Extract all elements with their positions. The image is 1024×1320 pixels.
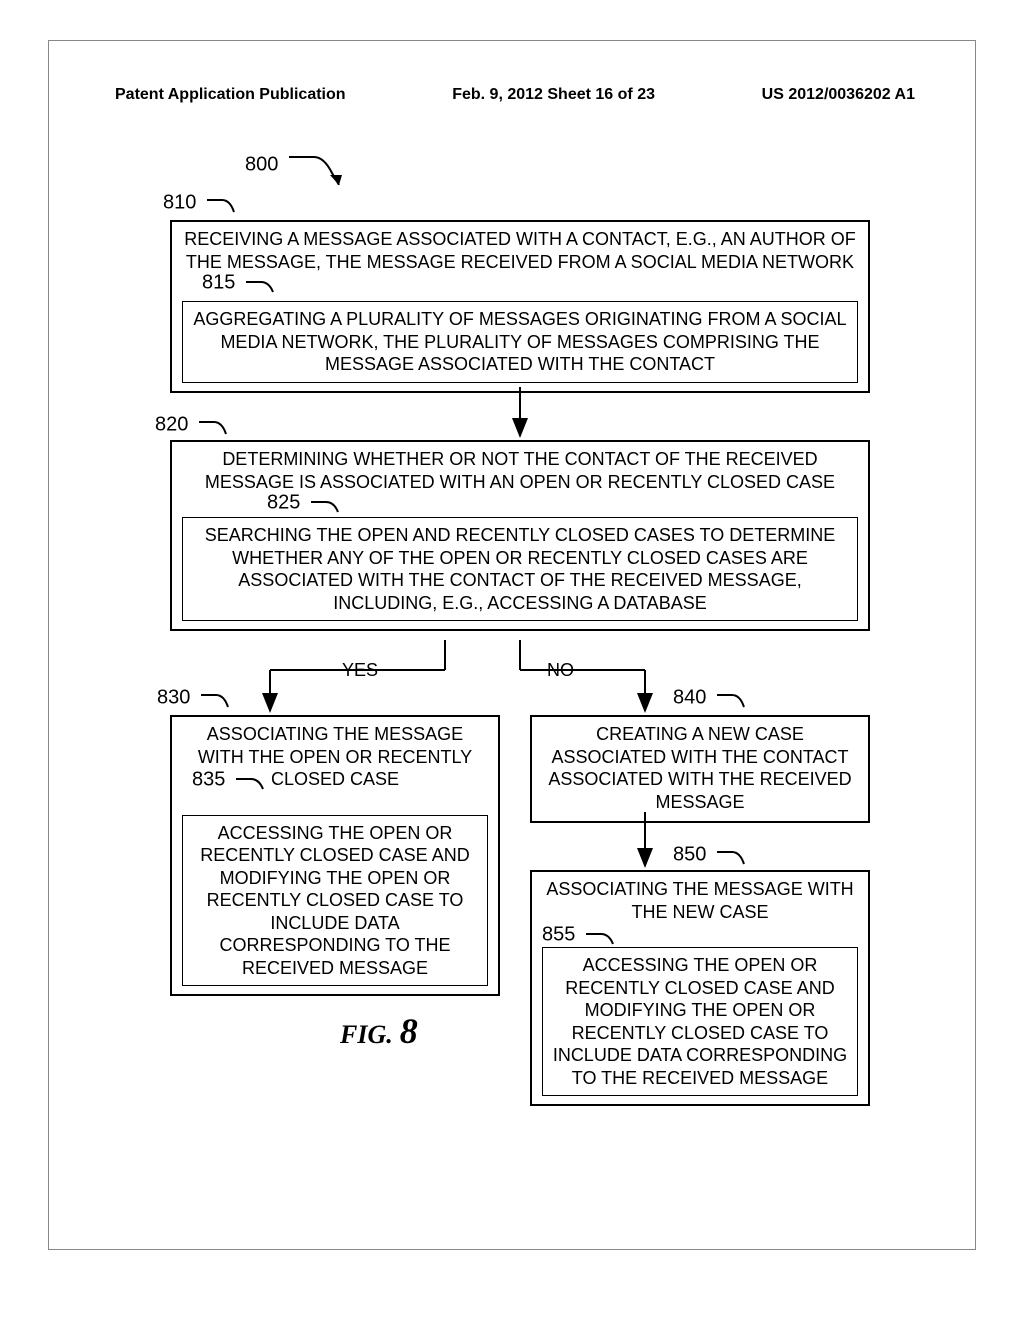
ref-hook-icon (231, 767, 271, 793)
flow-box-830: ASSOCIATING THE MESSAGE WITH THE OPEN OR… (170, 715, 500, 996)
box-815-text: AGGREGATING A PLURALITY OF MESSAGES ORIG… (182, 301, 858, 383)
page-header: Patent Application Publication Feb. 9, 2… (115, 86, 915, 104)
ref-hook-icon (712, 840, 752, 870)
ref-840-text: 840 (673, 686, 706, 708)
ref-hook-icon (306, 490, 346, 516)
ref-825-text: 825 (267, 491, 300, 513)
flow-box-810: RECEIVING A MESSAGE ASSOCIATED WITH A CO… (170, 220, 870, 393)
ref-855-text: 855 (542, 923, 575, 945)
header-right: US 2012/0036202 A1 (762, 86, 915, 104)
edge-label-yes: YES (340, 660, 380, 681)
ref-830-text: 830 (157, 686, 190, 708)
ref-850-text: 850 (673, 843, 706, 865)
ref-820-text: 820 (155, 413, 188, 435)
figure-caption: FIG. 8 (340, 1010, 418, 1052)
ref-hook-icon (241, 270, 281, 296)
header-center: Feb. 9, 2012 Sheet 16 of 23 (452, 86, 655, 104)
ref-label-840: 840 (673, 683, 752, 713)
ref-800-text: 800 (245, 153, 278, 175)
ref-hook-icon (196, 683, 236, 713)
ref-label-855: 855 (542, 922, 621, 948)
box-810-text: RECEIVING A MESSAGE ASSOCIATED WITH A CO… (182, 228, 858, 279)
ref-label-810: 810 (163, 188, 242, 218)
ref-label-835: 835 (192, 767, 271, 793)
flow-box-850: ASSOCIATING THE MESSAGE WITH THE NEW CAS… (530, 870, 870, 1106)
flowchart-diagram: 800 810 RECEIVING A MESSAGE ASSOCIATED W… (115, 140, 915, 1200)
ref-label-820: 820 (155, 410, 234, 440)
box-825-text: SEARCHING THE OPEN AND RECENTLY CLOSED C… (182, 517, 858, 621)
ref-hook-icon (194, 410, 234, 440)
ref-label-800: 800 (245, 145, 354, 185)
ref-label-825: 825 (267, 490, 346, 516)
ref-label-830: 830 (157, 683, 236, 713)
box-840-text: CREATING A NEW CASE ASSOCIATED WITH THE … (542, 723, 858, 813)
ref-label-850: 850 (673, 840, 752, 870)
ref-hook-icon (712, 683, 752, 713)
ref-810-text: 810 (163, 191, 196, 213)
ref-835-text: 835 (192, 768, 225, 790)
ref-hook-icon (581, 922, 621, 948)
ref-label-815: 815 (202, 270, 281, 296)
header-left: Patent Application Publication (115, 86, 346, 104)
flow-box-820: DETERMINING WHETHER OR NOT THE CONTACT O… (170, 440, 870, 631)
edge-label-no: NO (545, 660, 576, 681)
ref-815-text: 815 (202, 271, 235, 293)
flow-box-840: CREATING A NEW CASE ASSOCIATED WITH THE … (530, 715, 870, 823)
box-835-text: ACCESSING THE OPEN OR RECENTLY CLOSED CA… (182, 815, 488, 987)
box-855-text: ACCESSING THE OPEN OR RECENTLY CLOSED CA… (542, 947, 858, 1096)
ref-hook-icon (202, 188, 242, 218)
ref-hook-arrow (284, 145, 354, 185)
